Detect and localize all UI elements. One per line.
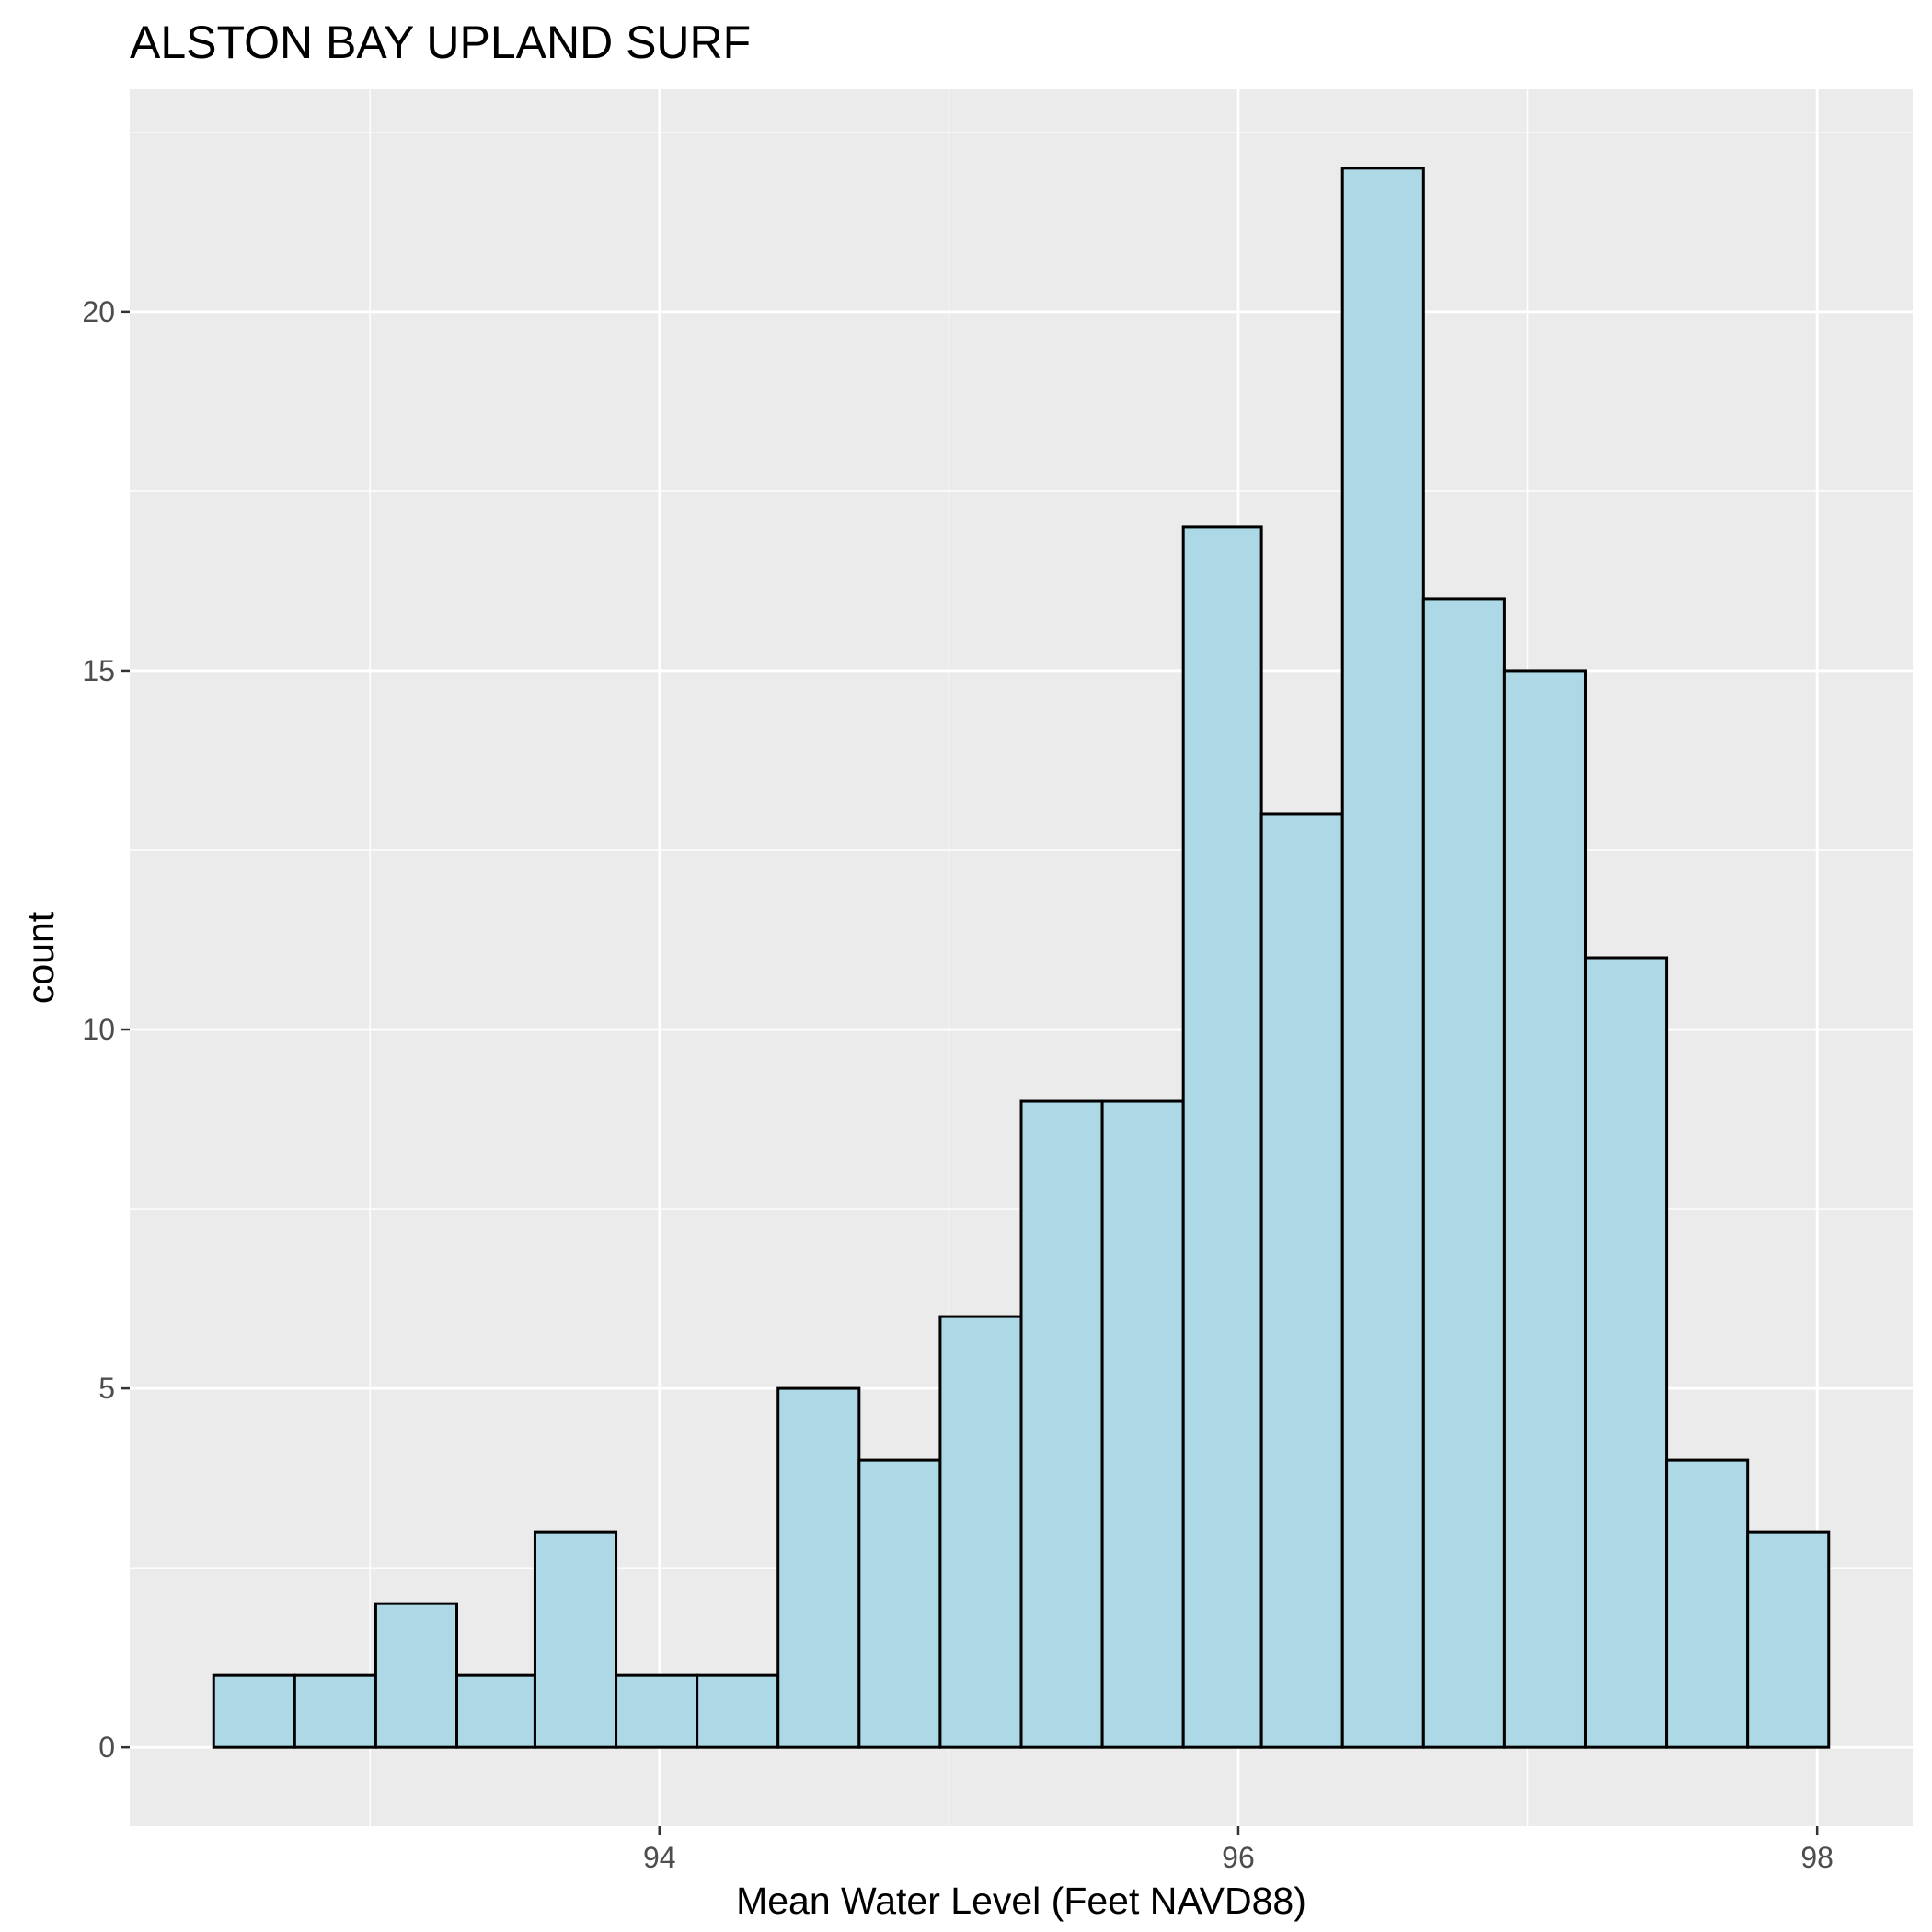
y-tick-label: 20 <box>82 295 115 328</box>
histogram-bar <box>293 1673 377 1749</box>
histogram-bar <box>212 1673 296 1749</box>
x-axis-title: Mean Water Level (Feet NAVD88) <box>736 1880 1306 1922</box>
y-axis-title: count <box>19 911 62 1004</box>
histogram-bar <box>1502 669 1587 1749</box>
histogram-bar <box>1100 1099 1185 1749</box>
histogram-bar <box>1421 597 1506 1749</box>
histogram-bars <box>212 167 1831 1749</box>
histogram-bar <box>374 1602 459 1749</box>
y-tick-label: 10 <box>82 1013 115 1046</box>
histogram-bar <box>776 1386 861 1749</box>
histogram-bar <box>1181 525 1263 1749</box>
x-tick-label: 98 <box>1800 1841 1834 1874</box>
histogram-bar <box>1259 812 1344 1749</box>
x-tick-label: 96 <box>1222 1841 1255 1874</box>
histogram-bar <box>533 1530 618 1749</box>
histogram-bar <box>857 1458 942 1749</box>
x-tick-label: 94 <box>643 1841 676 1874</box>
y-tick-label: 5 <box>98 1372 115 1405</box>
histogram-bar <box>1340 167 1425 1749</box>
y-tick-label: 0 <box>98 1731 115 1764</box>
histogram-bar <box>1665 1458 1750 1749</box>
histogram-bar <box>696 1673 780 1749</box>
histogram-bar <box>1746 1530 1831 1749</box>
y-tick-label: 15 <box>82 654 115 687</box>
histogram-bar <box>1583 956 1669 1749</box>
chart-title: ALSTON BAY UPLAND SURF <box>130 17 751 68</box>
histogram-bar <box>1019 1099 1104 1749</box>
x-axis: 94 96 98 <box>643 1826 1834 1874</box>
histogram-bar <box>455 1673 536 1749</box>
histogram-bar <box>615 1673 699 1749</box>
y-axis: 0 5 10 15 20 <box>82 295 130 1764</box>
histogram-bar <box>938 1315 1023 1749</box>
